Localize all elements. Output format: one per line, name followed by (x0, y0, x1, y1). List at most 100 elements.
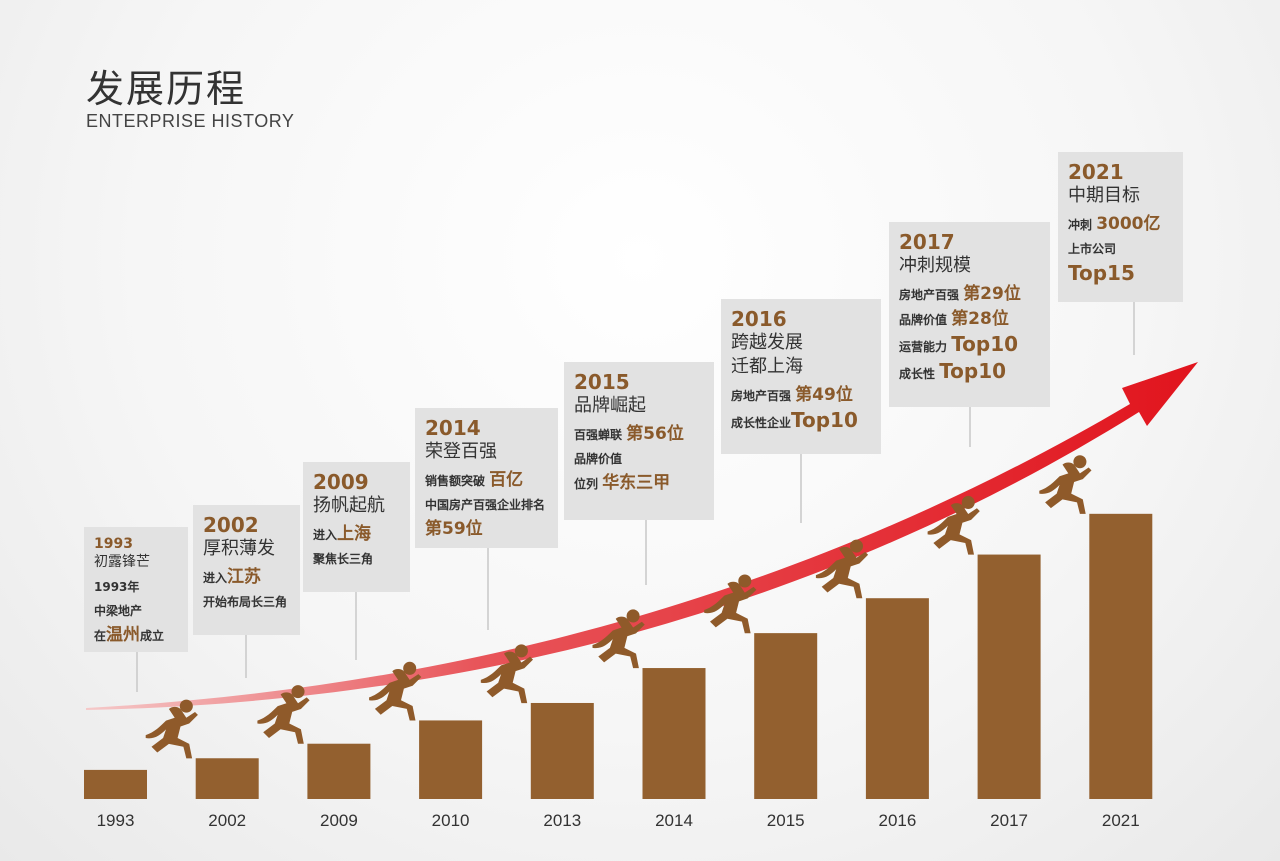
milestone-year: 2016 (731, 307, 787, 331)
milestone-line: 房地产百强 第29位 (899, 282, 1040, 307)
milestone-text: 品牌价值 (899, 313, 952, 327)
runner-group (145, 455, 1092, 759)
milestone-line: 位列 华东三甲 (574, 471, 704, 496)
milestone-year: 2014 (425, 416, 481, 440)
milestone-line: 开始布局长三角 (203, 590, 290, 614)
milestone-year: 1993 (94, 536, 133, 552)
milestone-year: 2015 (574, 370, 630, 394)
milestone-line: 品牌价值 (574, 447, 704, 471)
running-man-icon (927, 495, 980, 555)
milestone-text: 第59位 (425, 519, 483, 539)
milestone-text: 中梁地产 (94, 604, 143, 618)
milestone-year: 2002 (203, 513, 259, 537)
running-man-icon (480, 644, 533, 704)
x-tick-label: 1993 (97, 811, 135, 830)
milestone-text: 华东三甲 (602, 473, 671, 493)
milestone-line: 品牌价值 第28位 (899, 307, 1040, 332)
milestone-text: 销售额突破 (425, 474, 490, 488)
milestone-text: 冲刺 (1068, 218, 1097, 232)
milestone-text: 百强蝉联 (574, 428, 627, 442)
milestone-text: 1993年 (94, 580, 140, 594)
milestone-card-2017: 2017 冲刺规模 房地产百强 第29位 品牌价值 第28位 运营能力 Top10 成长性… (889, 222, 1050, 407)
x-tick-label: 2014 (655, 811, 693, 830)
milestone-heading-2: 迁都上海 (731, 356, 803, 377)
milestone-line: 聚焦长三角 (313, 547, 400, 571)
milestone-heading: 荣登百强 (425, 441, 497, 462)
milestone-text: 上海 (337, 524, 372, 544)
x-tick-label: 2010 (432, 811, 470, 830)
x-tick-label: 2009 (320, 811, 358, 830)
milestone-text: 中国房产百强企业排名 (425, 498, 546, 512)
milestone-card-2016: 2016 跨越发展 迁都上海 房地产百强 第49位 成长性企业Top10 (721, 299, 881, 454)
milestone-heading: 品牌崛起 (574, 395, 646, 416)
milestone-line: Top15 (1068, 261, 1173, 288)
milestone-line: 成长性 Top10 (899, 359, 1040, 386)
milestone-line: 进入上海 (313, 522, 400, 547)
milestone-text: 温州 (106, 625, 141, 645)
running-man-icon (1039, 455, 1092, 514)
milestone-line: 销售额突破 百亿 (425, 468, 548, 493)
milestone-card-2002: 2002 厚积薄发进入江苏开始布局长三角 (193, 505, 300, 635)
running-man-icon (704, 574, 757, 634)
milestone-year: 2009 (313, 470, 369, 494)
milestone-heading: 冲刺规模 (899, 255, 971, 276)
milestone-card-2014: 2014 荣登百强销售额突破 百亿中国房产百强企业排名第59位 (415, 408, 558, 548)
milestone-line: 房地产百强 第49位 (731, 383, 871, 408)
x-tick-label: 2021 (1102, 811, 1140, 830)
milestone-heading: 厚积薄发 (203, 538, 275, 559)
running-man-icon (592, 609, 645, 669)
milestone-line: 冲刺 3000亿 (1068, 212, 1173, 237)
milestone-card-2009: 2009 扬帆起航进入上海 聚焦长三角 (303, 462, 410, 592)
milestone-text: Top10 (939, 359, 1007, 383)
milestone-line: 中梁地产 (94, 599, 178, 623)
x-tick-label: 2017 (990, 811, 1028, 830)
milestone-text: 开始布局长三角 (203, 595, 288, 609)
milestone-text: 亿 (1143, 214, 1161, 234)
milestone-line: 在温州成立 (94, 623, 178, 648)
milestone-line: 1993年 (94, 575, 178, 599)
milestone-text: 百亿 (489, 470, 524, 490)
milestone-text: 成立 (140, 629, 165, 643)
milestone-text: Top10 (951, 332, 1019, 356)
x-tick-label: 2013 (543, 811, 581, 830)
milestone-heading: 跨越发展 (731, 332, 803, 353)
milestone-text: 上市公司 (1068, 242, 1117, 256)
bar-2013 (530, 702, 594, 799)
milestone-text: 进入 (203, 571, 228, 585)
milestone-text: 第49位 (795, 385, 853, 405)
milestone-text: 运营能力 (899, 340, 952, 354)
milestone-text: 房地产百强 (731, 389, 796, 403)
milestone-text: 第28位 (951, 309, 1009, 329)
milestone-line: 运营能力 Top10 (899, 332, 1040, 359)
bar-2010 (419, 720, 483, 799)
milestone-heading: 初露锋芒 (94, 554, 150, 570)
running-man-icon (145, 699, 198, 759)
x-tick-label: 2002 (208, 811, 246, 830)
milestone-text: Top10 (791, 408, 858, 432)
bar-2015 (754, 633, 818, 799)
running-man-icon (257, 685, 310, 744)
bar-2002 (195, 758, 259, 799)
milestone-text: 房地产百强 (899, 288, 964, 302)
milestone-text: 第56位 (626, 424, 684, 444)
milestone-line: 成长性企业Top10 (731, 408, 871, 435)
milestone-line: 进入江苏 (203, 565, 290, 590)
milestone-heading: 扬帆起航 (313, 495, 385, 516)
bar-1993 (84, 769, 147, 799)
milestone-text: 成长性 (899, 367, 940, 381)
running-man-icon (815, 539, 869, 599)
x-tick-label: 2016 (878, 811, 916, 830)
milestone-card-2021: 2021 中期目标 冲刺 3000亿 上市公司 Top15 (1058, 152, 1183, 302)
bar-2021 (1089, 513, 1153, 799)
leader-lines (136, 302, 1135, 692)
milestone-year: 2017 (899, 230, 955, 254)
milestone-text: 江苏 (227, 567, 262, 587)
x-axis-ticks: 1993 2002 2009 2010 2013 2014 2015 2016 2017 2021 (97, 811, 1140, 830)
milestone-year: 2021 (1068, 160, 1124, 184)
bar-2014 (642, 668, 706, 799)
milestone-card-2015: 2015 品牌崛起百强蝉联 第56位品牌价值 位列 华东三甲 (564, 362, 714, 520)
bar-2016 (865, 598, 929, 799)
milestone-line: 第59位 (425, 517, 548, 542)
milestone-card-1993: 1993 初露锋芒 1993年中梁地产在温州成立 (84, 527, 188, 652)
